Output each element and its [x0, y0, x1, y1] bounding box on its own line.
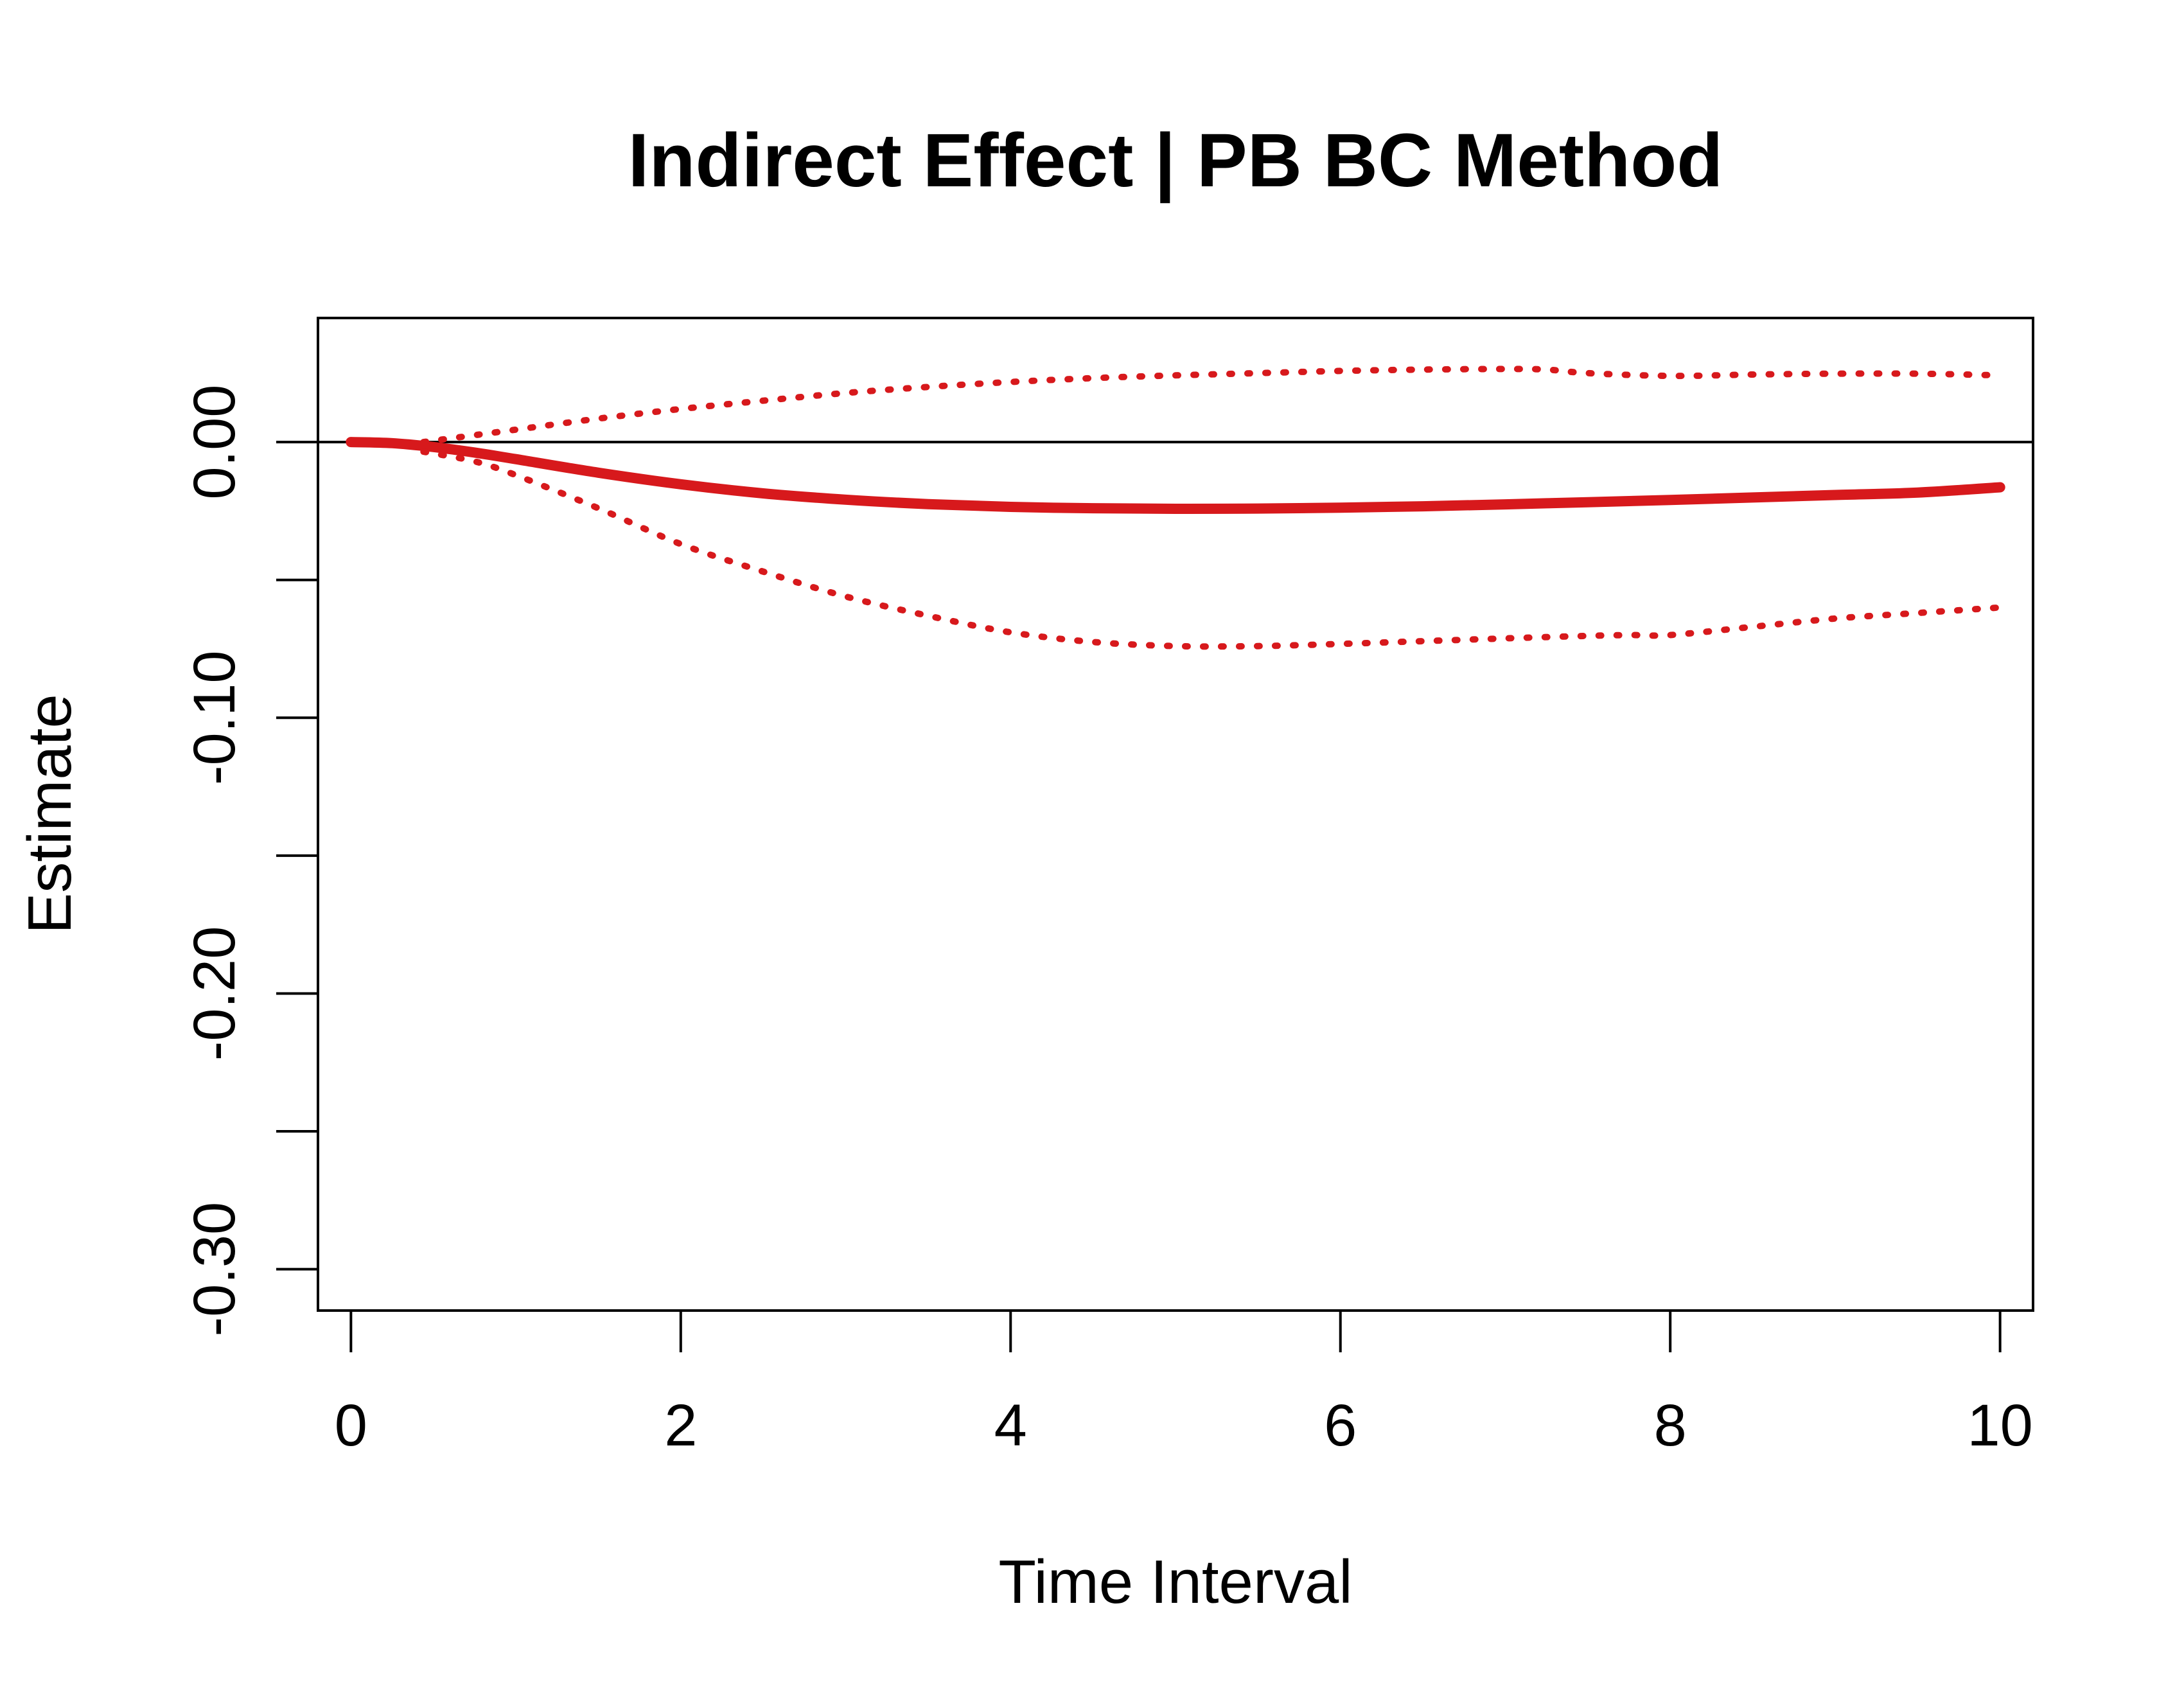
x-tick-label: 2	[664, 1393, 697, 1458]
upper-ci-line	[420, 366, 2003, 446]
x-tick-label: 4	[994, 1393, 1027, 1458]
x-tick-label: 6	[1324, 1393, 1357, 1458]
y-tick-label: -0.30	[182, 1202, 247, 1337]
series-layer	[346, 366, 2005, 650]
chart-title: Indirect Effect | PB BC Method	[628, 118, 1723, 204]
lower-ci-line	[420, 448, 2003, 650]
estimate-line	[346, 437, 2005, 515]
y-tick-label: -0.10	[182, 650, 247, 785]
x-tick-label: 10	[1967, 1393, 2032, 1458]
x-tick-label: 8	[1654, 1393, 1687, 1458]
plot-area	[317, 317, 2034, 1312]
x-axis: 0 2 4 6 8 10	[335, 1309, 2033, 1458]
y-axis: 0.00 -0.10 -0.20 -0.30	[182, 385, 318, 1337]
y-tick-label: -0.20	[182, 926, 247, 1061]
y-axis-label: Estimate	[15, 694, 84, 933]
y-tick-label: 0.00	[182, 385, 247, 500]
x-tick-label: 0	[335, 1393, 367, 1458]
x-axis-label: Time Interval	[998, 1548, 1352, 1616]
